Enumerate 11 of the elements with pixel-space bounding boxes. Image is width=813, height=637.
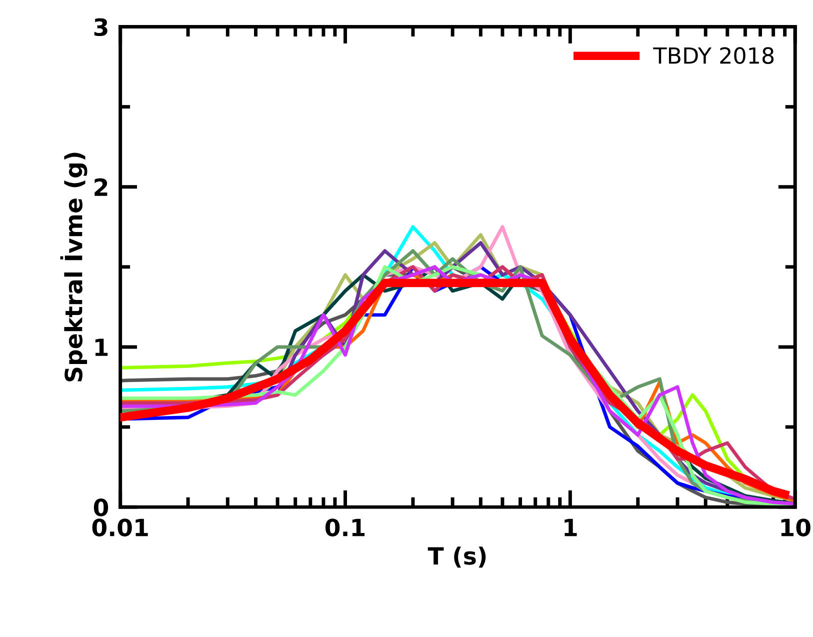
legend-label: TBDY 2018 [653, 47, 774, 64]
y-tick-label: 2 [94, 178, 108, 196]
y-tick-label: 1 [95, 338, 108, 356]
y-axis-title: Spektral İvme (g) [60, 152, 88, 382]
x-tick-label: 0.1 [325, 518, 365, 536]
x-axis-title: T (s) [428, 546, 486, 568]
x-tick-label: 0.01 [92, 518, 148, 536]
y-tick-label: 3 [94, 18, 108, 36]
y-tick-label: 0 [94, 498, 108, 516]
x-tick-label: 10 [781, 518, 810, 536]
x-tick-label: 1 [564, 518, 577, 536]
